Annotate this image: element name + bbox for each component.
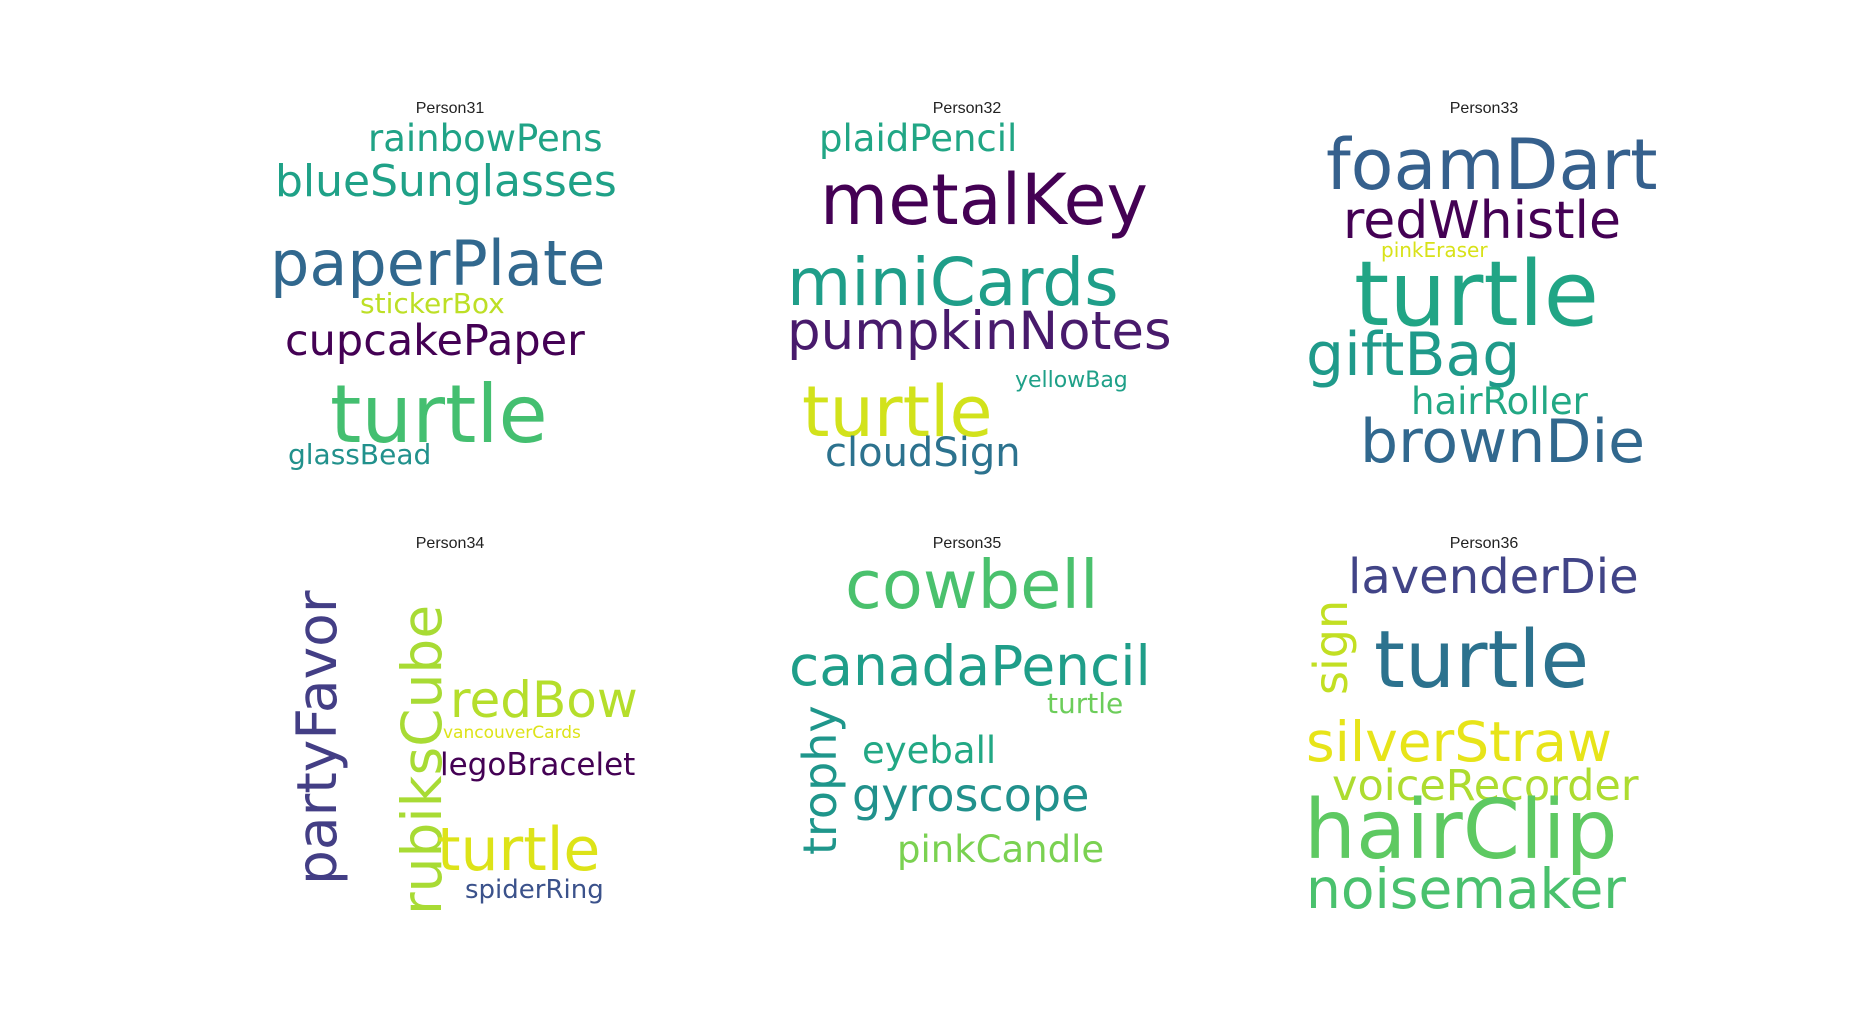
word: gyroscope [852,768,1090,822]
word: voiceRecorder [1332,761,1639,811]
word: turtle [1047,687,1124,720]
panel-person31: Person31 rainbowPens blueSunglasses pape… [270,100,630,500]
word: cowbell [845,546,1099,624]
panel-title: Person34 [415,535,485,552]
word: legoBracelet [440,747,636,783]
word: turtle [330,368,548,461]
word: pinkEraser [1381,238,1488,262]
word: rainbowPens [368,117,603,160]
word: cupcakePaper [285,316,585,366]
word: canadaPencil [789,634,1151,698]
word: pinkCandle [897,828,1105,871]
word: pumpkinNotes [787,301,1172,362]
panel-person33: Person33 foamDart redWhistle pinkEraser … [1304,100,1664,500]
word: cloudSign [825,430,1021,476]
panel-person36: Person36 lavenderDie sign turtle silverS… [1304,535,1664,935]
word: yellowBag [1015,368,1128,393]
panel-title: Person33 [1449,100,1519,117]
word: giftBag [1306,320,1521,390]
panel-person35: Person35 cowbell canadaPencil turtle tro… [787,535,1151,935]
word: paperPlate [270,227,606,300]
word: plaidPencil [819,117,1018,160]
word: turtle [1374,614,1590,706]
word: lavenderDie [1348,549,1639,605]
word: turtle [802,371,993,453]
word: sign [1304,599,1358,695]
word: miniCards [787,244,1119,321]
word: brownDie [1360,407,1646,477]
word: blueSunglasses [275,156,617,207]
panel-title: Person36 [1449,535,1519,552]
word: foamDart [1326,124,1658,206]
panel-person34: Person34 partyFavor rubiksCube redBow va… [270,535,638,935]
word: spiderRing [465,875,604,905]
panel-title: Person32 [932,100,1002,117]
word: eyeball [862,729,997,772]
word: hairRoller [1411,380,1588,423]
word: vancouverCards [443,723,581,743]
panel-title: Person31 [415,100,485,117]
word: trophy [793,705,847,855]
word: turtle [437,815,601,885]
word: turtle [1354,242,1599,347]
word: silverStraw [1306,710,1612,774]
word: hairClip [1304,783,1618,878]
word: stickerBox [360,287,505,320]
word: partyFavor [285,590,349,885]
word: noisemaker [1306,857,1626,921]
word: glassBead [288,438,432,471]
panel-title: Person35 [932,535,1002,552]
word: metalKey [820,159,1148,241]
word: redWhistle [1343,191,1621,251]
word: redBow [450,671,638,729]
panel-person32: Person32 plaidPencil metalKey miniCards … [787,100,1172,500]
